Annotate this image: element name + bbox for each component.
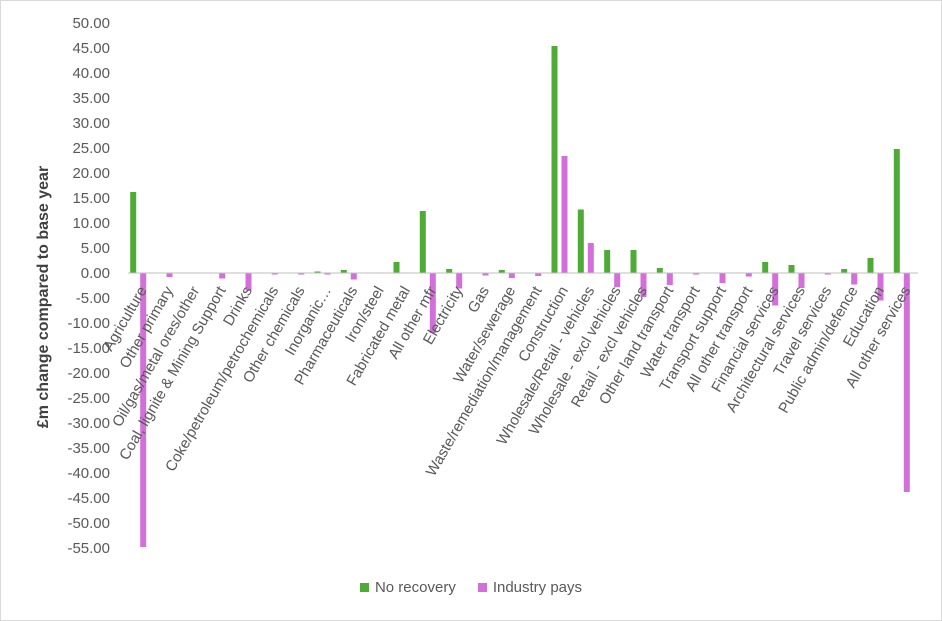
y-tick-label: 40.00 <box>72 65 110 82</box>
bar-no-recovery <box>841 269 848 273</box>
y-tick-label: -45.00 <box>67 490 110 507</box>
bar-industry-pays <box>587 243 594 273</box>
bar-industry-pays <box>535 273 542 276</box>
legend: No recovery Industry pays <box>0 579 942 596</box>
y-tick-label: 20.00 <box>72 165 110 182</box>
bar-no-recovery <box>577 209 584 273</box>
bar-industry-pays <box>719 273 726 283</box>
bar-no-recovery <box>419 211 426 273</box>
bar-industry-pays <box>614 273 621 287</box>
bar-industry-pays <box>140 273 147 547</box>
bar-industry-pays <box>429 273 436 333</box>
legend-label-no-recovery: No recovery <box>374 579 456 596</box>
legend-swatch-industry-pays <box>477 583 487 592</box>
bar-no-recovery <box>130 192 137 273</box>
bar-industry-pays <box>666 273 673 285</box>
bar-industry-pays <box>456 273 463 289</box>
bar-industry-pays <box>298 273 305 275</box>
bar-industry-pays <box>324 273 331 275</box>
bar-industry-pays <box>640 273 647 297</box>
y-tick-labels: 50.00 45.00 40.00 35.00 30.00 25.00 20.00 15.00… <box>67 15 110 557</box>
y-tick-label: -40.00 <box>67 465 110 482</box>
bar-no-recovery <box>314 271 321 273</box>
bar-industry-pays <box>271 273 278 275</box>
y-tick-label: -15.00 <box>67 340 110 357</box>
bar-industry-pays <box>798 273 805 288</box>
bar-no-recovery <box>446 269 453 273</box>
bar-no-recovery <box>788 265 795 273</box>
bar-industry-pays <box>903 273 910 492</box>
bar-no-recovery <box>762 262 769 273</box>
y-tick-label: -50.00 <box>67 515 110 532</box>
y-tick-label: 0.00 <box>81 265 110 282</box>
y-tick-label: 5.00 <box>81 240 110 257</box>
y-tick-label: -35.00 <box>67 440 110 457</box>
bar-industry-pays <box>772 273 779 306</box>
bar-no-recovery <box>340 270 347 273</box>
y-tick-label: 25.00 <box>72 140 110 157</box>
legend-label-industry-pays: Industry pays <box>492 579 583 596</box>
bar-industry-pays <box>166 273 173 277</box>
bar-no-recovery <box>656 268 663 273</box>
y-tick-label: 15.00 <box>72 190 110 207</box>
bar-industry-pays <box>851 273 858 285</box>
bar-industry-pays <box>693 273 700 275</box>
y-tick-label: 45.00 <box>72 40 110 57</box>
y-tick-label: -5.00 <box>76 290 110 307</box>
bar-industry-pays <box>745 273 752 277</box>
bar-no-recovery <box>630 250 637 273</box>
bar-no-recovery <box>604 250 611 273</box>
bar-industry-pays <box>561 156 568 273</box>
y-tick-label: -20.00 <box>67 365 110 382</box>
y-axis-title: £m change compared to base year <box>35 166 52 428</box>
bar-no-recovery <box>498 270 505 273</box>
legend-swatch-no-recovery <box>359 583 369 592</box>
y-tick-label: -25.00 <box>67 390 110 407</box>
bar-no-recovery <box>893 149 900 273</box>
y-tick-label: -10.00 <box>67 315 110 332</box>
y-tick-label: 35.00 <box>72 90 110 107</box>
bar-industry-pays <box>877 273 884 301</box>
y-tick-label: 30.00 <box>72 115 110 132</box>
bar-industry-pays <box>508 273 515 278</box>
y-tick-label: 10.00 <box>72 215 110 232</box>
y-tick-label: -30.00 <box>67 415 110 432</box>
y-tick-label: 50.00 <box>72 15 110 32</box>
bar-industry-pays <box>350 273 357 280</box>
legend-item-no-recovery: No recovery <box>359 579 456 596</box>
bar-industry-pays <box>245 273 252 291</box>
legend-item-industry-pays: Industry pays <box>477 579 583 596</box>
bar-industry-pays <box>482 273 489 276</box>
bar-no-recovery <box>393 262 400 273</box>
bar-industry-pays <box>219 273 226 279</box>
bar-no-recovery <box>551 46 558 273</box>
bar-industry-pays <box>824 273 831 275</box>
bars-layer <box>130 46 910 547</box>
bar-no-recovery <box>867 258 874 273</box>
y-tick-label: -55.00 <box>67 540 110 557</box>
